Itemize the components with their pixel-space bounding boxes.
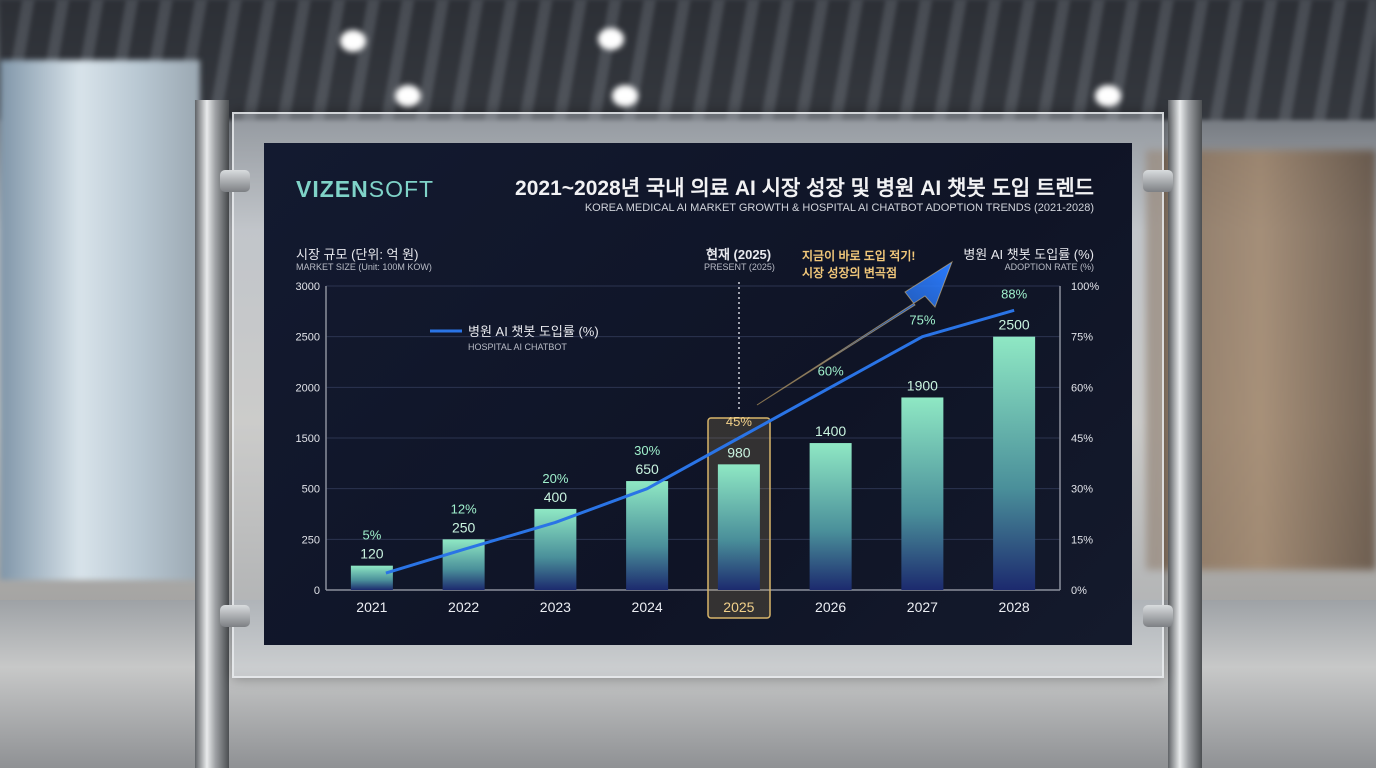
left-tick-label: 3000 [296, 281, 320, 293]
right-tick-label: 0% [1071, 585, 1087, 597]
right-tick-label: 45% [1071, 433, 1093, 445]
line-value-label: 75% [909, 313, 935, 328]
left-tick-label: 250 [302, 534, 320, 546]
ceiling [0, 0, 1376, 120]
legend-label: 병원 AI 챗봇 도입률 (%) [468, 324, 599, 339]
x-tick-label: 2028 [999, 599, 1030, 615]
right-tick-label: 15% [1071, 534, 1093, 546]
bar-value-label: 2500 [999, 317, 1030, 333]
bar-2028 [993, 336, 1036, 590]
ceiling-light [395, 85, 421, 107]
right-tick-label: 100% [1071, 281, 1099, 293]
bar-value-label: 250 [452, 519, 476, 535]
vizensoft-logo: VIZENSOFT [296, 176, 434, 203]
bar-2025 [717, 464, 760, 590]
legend: 병원 AI 챗봇 도입률 (%) HOSPITAL AI CHATBOT [430, 324, 599, 352]
line-value-label: 20% [542, 471, 568, 486]
right-axis-subtitle: ADOPTION RATE (%) [1004, 262, 1094, 272]
left-tick-label: 1500 [296, 433, 320, 445]
x-tick-label: 2021 [356, 599, 387, 615]
bar-value-label: 980 [727, 444, 751, 460]
right-tick-label: 60% [1071, 382, 1093, 394]
present-sublabel: PRESENT (2025) [704, 262, 775, 272]
chart-panel [264, 143, 1132, 645]
clamp [1143, 605, 1173, 627]
chart-title: 2021~2028년 국내 의료 AI 시장 성장 및 병원 AI 챗봇 도입 … [515, 177, 1094, 200]
bar-2024 [626, 481, 669, 590]
clamp [220, 605, 250, 627]
legend-sublabel: HOSPITAL AI CHATBOT [468, 342, 567, 352]
x-tick-label: 2023 [540, 599, 571, 615]
bar-2021 [350, 565, 393, 590]
left-tick-label: 2000 [296, 382, 320, 394]
left-tick-label: 500 [302, 484, 320, 496]
x-tick-label: 2027 [907, 599, 938, 615]
right-axis-title: 병원 AI 챗봇 도입률 (%) [963, 247, 1094, 262]
right-tick-label: 75% [1071, 332, 1093, 344]
line-value-label: 12% [451, 501, 477, 516]
line-value-label: 30% [634, 443, 660, 458]
bar-2027 [901, 397, 944, 590]
x-tick-label: 2024 [632, 599, 663, 615]
bar-value-label: 1900 [907, 377, 938, 393]
callout-line-2: 시장 성장의 변곡점 [802, 266, 897, 280]
left-axis-title: 시장 규모 (단위: 억 원) [296, 247, 419, 262]
clamp [220, 170, 250, 192]
bar-2026 [809, 443, 852, 590]
line-value-label: 5% [362, 528, 381, 543]
adoption-rate-line [385, 308, 1015, 575]
ceiling-light [598, 28, 624, 50]
bar-value-label: 400 [544, 489, 568, 505]
present-label: 현재 (2025) [706, 247, 772, 262]
chart-subtitle: KOREA MEDICAL AI MARKET GROWTH & HOSPITA… [584, 202, 1094, 214]
sign-post-right [1168, 100, 1202, 768]
callout-line-1: 지금이 바로 도입 적기! [802, 249, 916, 263]
logo-light: SOFT [368, 176, 435, 202]
bar-value-label: 1400 [815, 423, 846, 439]
left-tick-label: 2500 [296, 332, 320, 344]
line-value-label: 88% [1001, 286, 1027, 301]
ceiling-light [340, 30, 366, 52]
bar-value-label: 650 [635, 461, 659, 477]
x-tick-label: 2026 [815, 599, 846, 615]
window-background [0, 60, 200, 580]
bar-value-label: 120 [360, 546, 384, 562]
growth-arrow-icon [756, 260, 953, 406]
left-tick-label: 0 [314, 585, 320, 597]
left-axis-subtitle: MARKET SIZE (Unit: 100M KOW) [296, 262, 432, 272]
bar-2022 [442, 539, 485, 590]
line-value-label: 45% [726, 414, 752, 429]
x-tick-label: 2025 [723, 599, 754, 615]
logo-bold: VIZEN [296, 176, 369, 202]
right-tick-label: 30% [1071, 484, 1093, 496]
x-tick-label: 2022 [448, 599, 479, 615]
clamp [1143, 170, 1173, 192]
ceiling-light [1095, 85, 1121, 107]
sign-post-left [195, 100, 229, 768]
line-value-label: 60% [818, 363, 844, 378]
ceiling-light [612, 85, 638, 107]
